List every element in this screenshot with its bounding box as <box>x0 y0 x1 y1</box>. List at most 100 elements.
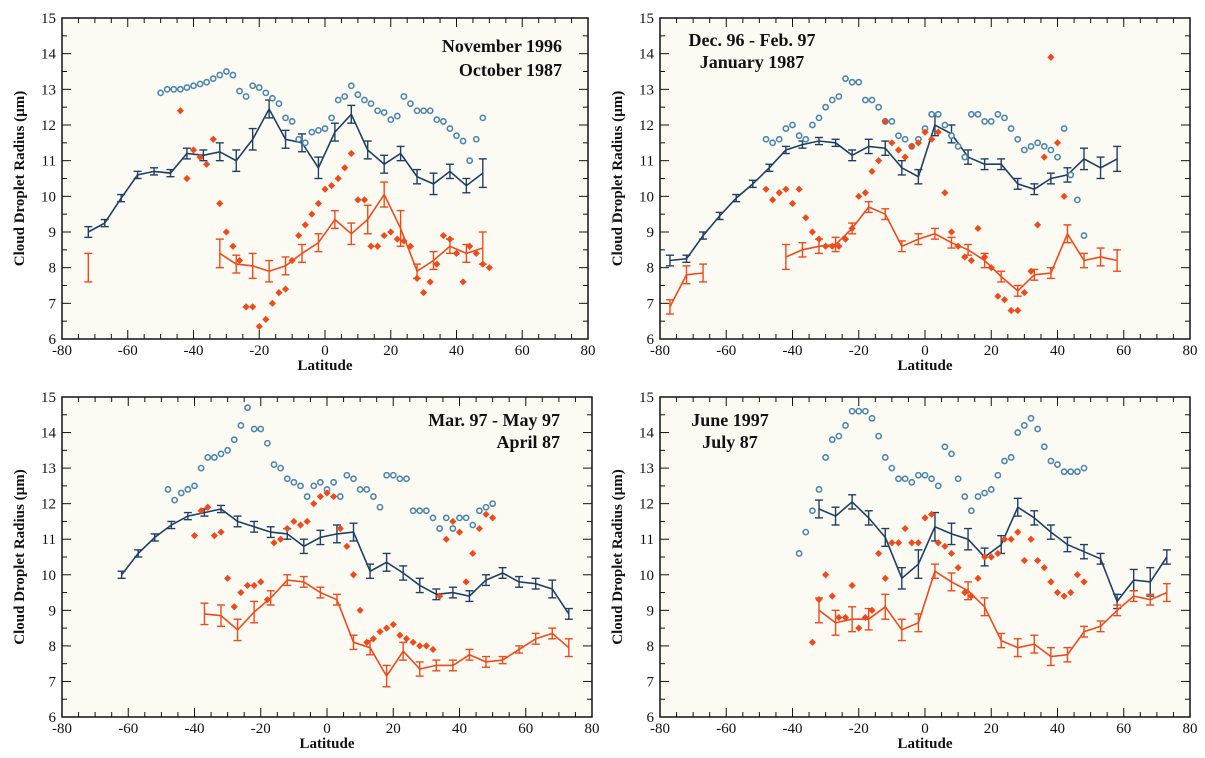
blue-circle-point <box>459 137 467 145</box>
red-diamond-point <box>769 196 777 204</box>
red-diamond-point <box>455 528 464 536</box>
blue-circle-point <box>216 71 224 79</box>
y-tick-label: 12 <box>41 497 56 513</box>
error-bar <box>964 581 973 601</box>
red-diamond-point <box>888 539 896 547</box>
panel-title-line: October 1987 <box>459 60 562 80</box>
series-blue-line <box>84 99 487 239</box>
red-diamond-point <box>848 581 856 590</box>
error-bar <box>1046 266 1055 280</box>
y-tick-label: 6 <box>49 332 57 348</box>
blue-circle-point <box>795 132 803 140</box>
red-diamond-point <box>1020 556 1028 565</box>
blue-circle-point <box>835 93 843 100</box>
blue-circle-point <box>948 132 955 140</box>
x-tick-label: 80 <box>1183 343 1198 359</box>
error-bar <box>347 222 356 246</box>
error-bar <box>349 634 358 651</box>
blue-circle-point <box>197 464 205 472</box>
error-bar <box>914 168 923 185</box>
error-bar <box>399 565 408 581</box>
error-bar <box>1080 625 1088 638</box>
red-diamond-point <box>426 278 434 286</box>
red-diamond-point <box>209 135 217 143</box>
red-diamond-point <box>901 524 909 533</box>
red-diamond-point <box>775 189 783 197</box>
blue-circle-point <box>861 96 869 104</box>
x-tick-label: 60 <box>1116 343 1131 359</box>
blue-circle-point <box>875 103 883 111</box>
blue-circle-point <box>343 471 351 479</box>
red-diamond-point <box>308 210 316 218</box>
red-diamond-point <box>374 242 382 250</box>
blue-circle-point <box>387 116 395 124</box>
blue-circle-point <box>921 471 929 479</box>
error-bar <box>881 593 890 620</box>
blue-circle-point <box>426 107 434 115</box>
red-diamond-point <box>336 524 344 533</box>
y-tick-label: 14 <box>41 426 57 442</box>
blue-circle-point <box>439 118 447 125</box>
blue-circle-point <box>795 550 803 557</box>
error-bar <box>848 494 857 510</box>
error-bar <box>314 233 323 253</box>
blue-circle-point <box>815 486 823 493</box>
red-diamond-point <box>841 613 850 622</box>
blue-circle-point <box>422 507 430 515</box>
error-bar <box>1162 582 1171 603</box>
blue-circle-point <box>981 118 989 125</box>
x-tick-label: -20 <box>251 721 271 737</box>
error-bar <box>182 147 191 160</box>
error-bar <box>831 609 840 636</box>
error-bar <box>515 645 524 654</box>
blue-circle-point <box>914 471 922 479</box>
error-bar <box>1113 604 1122 617</box>
error-bar <box>1013 284 1022 297</box>
error-bar <box>200 602 209 626</box>
error-bar <box>448 659 457 672</box>
blue-circle-point <box>815 114 823 122</box>
chart-panel-2: -80 -60 -40 -20 0 20 40 60 80 6 7 8 9 10 11 12 13 14 15 Lat… <box>610 11 1198 374</box>
y-tick-label: 13 <box>41 82 56 98</box>
red-diamond-point <box>323 489 331 497</box>
y-tick-label: 7 <box>647 674 655 690</box>
error-bar <box>1080 147 1088 171</box>
error-bar <box>332 524 341 544</box>
y-tick-label: 10 <box>41 568 56 584</box>
blue-circle-point <box>1014 429 1022 436</box>
blue-circle-point <box>1067 468 1075 476</box>
panel-title-line: November 1996 <box>442 36 562 56</box>
blue-circle-point <box>472 135 480 143</box>
blue-circle-point <box>855 407 863 415</box>
blue-circle-point <box>354 91 362 99</box>
error-bar <box>117 193 126 203</box>
y-tick-label: 15 <box>41 390 56 406</box>
error-bar <box>199 149 208 162</box>
y-tick-label: 8 <box>49 639 57 655</box>
blue-circle-point <box>855 78 863 86</box>
red-diamond-point <box>482 510 490 518</box>
y-tick-label: 11 <box>640 154 654 170</box>
red-diamond-point <box>947 228 956 236</box>
blue-circle-point <box>901 475 909 483</box>
error-bar <box>1046 524 1055 540</box>
error-bar <box>864 138 873 155</box>
red-diamond-point <box>387 228 395 236</box>
blue-circle-point <box>941 121 949 129</box>
red-diamond-point <box>203 160 211 168</box>
blue-circle-point <box>184 486 192 493</box>
error-bar <box>399 641 408 661</box>
y-tick-label: 9 <box>49 225 57 241</box>
red-diamond-point <box>295 231 303 240</box>
blue-circle-point <box>242 93 250 100</box>
blue-circle-point <box>479 114 487 122</box>
error-bar <box>100 218 109 228</box>
blue-circle-point <box>446 125 454 132</box>
red-diamond-point <box>987 264 995 272</box>
red-diamond-point <box>974 224 982 233</box>
x-tick-label: 80 <box>581 343 596 359</box>
blue-circle-point <box>928 475 936 483</box>
blue-circle-point <box>782 125 790 132</box>
red-diamond-point <box>1000 535 1009 543</box>
red-diamond-point <box>204 503 212 511</box>
